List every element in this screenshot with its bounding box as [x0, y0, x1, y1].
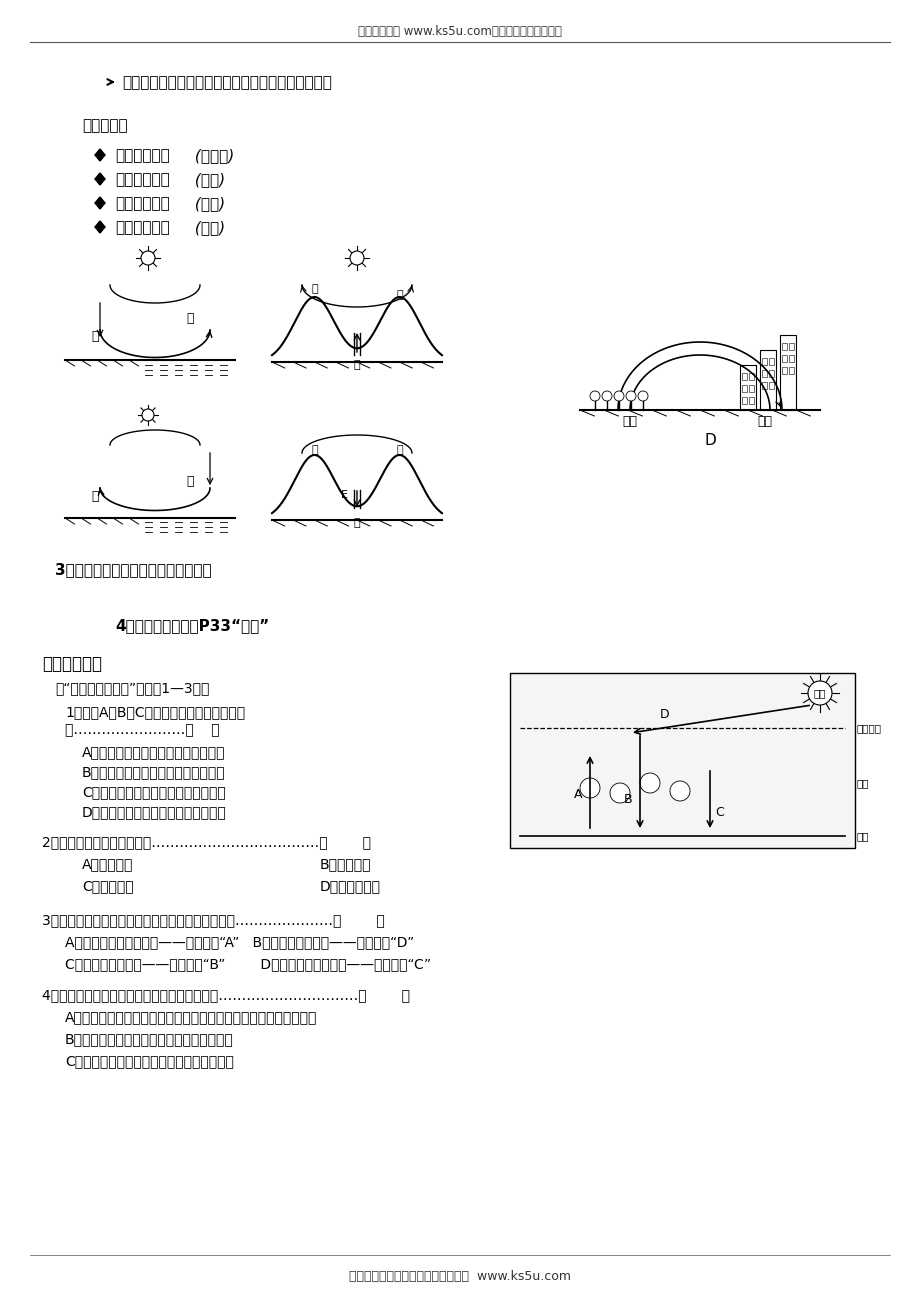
Bar	[748, 385, 754, 392]
Text: 山: 山	[311, 284, 317, 294]
Circle shape	[601, 391, 611, 401]
Text: 陆: 陆	[91, 490, 98, 503]
Text: 3、给下列各热力环流加上适当的箭头: 3、给下列各热力环流加上适当的箭头	[55, 562, 211, 577]
Text: 一知气温高低: 一知气温高低	[115, 148, 170, 163]
Bar	[759, 350, 775, 410]
Circle shape	[637, 391, 647, 401]
Bar	[781, 342, 786, 350]
Text: 海: 海	[186, 312, 194, 326]
Text: 谷: 谷	[353, 359, 360, 370]
Bar	[742, 372, 746, 380]
Text: 是……………………（    ）: 是……………………（ ）	[65, 723, 220, 737]
Circle shape	[640, 773, 659, 793]
Text: (垂直): (垂直)	[190, 197, 225, 211]
Text: 三推气压高低: 三推气压高低	[115, 197, 170, 211]
Polygon shape	[95, 197, 105, 210]
Text: D．太阳辐射、大气逆辐射、地面辐射: D．太阳辐射、大气逆辐射、地面辐射	[82, 805, 226, 819]
Text: C．同一垂直面，近地面的气总比高空气压高: C．同一垂直面，近地面的气总比高空气压高	[65, 1055, 233, 1068]
Text: C．大气的吸收作用——图中字母“B”        D．大气的逆辐射作用——图中字母“C”: C．大气的吸收作用——图中字母“B” D．大气的逆辐射作用——图中字母“C”	[65, 957, 431, 971]
Polygon shape	[95, 148, 105, 161]
Bar	[748, 397, 754, 404]
Circle shape	[669, 781, 689, 801]
Text: E: E	[340, 490, 347, 500]
Text: 四定气流流向: 四定气流流向	[115, 220, 170, 234]
Text: (垂直): (垂直)	[190, 172, 225, 187]
Circle shape	[589, 391, 599, 401]
Text: 2．大气主要的直接的热源是………………………………（        ）: 2．大气主要的直接的热源是………………………………（ ）	[42, 835, 370, 849]
Polygon shape	[95, 173, 105, 185]
Bar	[742, 397, 746, 404]
Circle shape	[625, 391, 635, 401]
Text: (水平): (水平)	[190, 220, 225, 234]
Text: 郊区: 郊区	[622, 415, 637, 428]
Text: 3．大气对地面的保温作用和图中对应的字母主要是…………………（        ）: 3．大气对地面的保温作用和图中对应的字母主要是…………………（ ）	[42, 913, 384, 927]
Bar	[781, 367, 786, 374]
Bar	[748, 372, 754, 380]
Circle shape	[609, 783, 630, 803]
Text: 山: 山	[396, 290, 403, 299]
Text: C．地面辐射、大气逆辐射、太阳辐射: C．地面辐射、大气逆辐射、太阳辐射	[82, 785, 225, 799]
Text: C．大气辐射: C．大气辐射	[82, 879, 133, 893]
Text: 太阳: 太阳	[813, 687, 825, 698]
Text: 4．下列选项有关热力环流的叙述，不正确的是…………………………（        ）: 4．下列选项有关热力环流的叙述，不正确的是…………………………（ ）	[42, 988, 410, 1003]
Bar	[742, 385, 746, 392]
Bar	[768, 370, 773, 378]
Text: B: B	[623, 793, 631, 806]
Bar	[761, 358, 766, 365]
Text: C: C	[715, 806, 723, 819]
Text: 同一等压面，气压值相等，凸起为高压，凹下为低压: 同一等压面，气压值相等，凸起为高压，凹下为低压	[122, 76, 332, 90]
Circle shape	[579, 779, 599, 798]
Circle shape	[613, 391, 623, 401]
Circle shape	[807, 681, 831, 704]
Bar	[768, 381, 773, 389]
Bar	[779, 335, 795, 410]
Text: 欢迎广大教师踊跃来稿，稿酬丰厚。  www.ks5u.com: 欢迎广大教师踊跃来稿，稿酬丰厚。 www.ks5u.com	[348, 1269, 571, 1282]
Bar	[739, 365, 755, 410]
Text: 地面: 地面	[857, 831, 868, 841]
Text: D: D	[703, 434, 715, 448]
Bar	[768, 358, 773, 365]
Text: A．大气逆辐射、地面辐射、太阳辐射: A．大气逆辐射、地面辐射、太阳辐射	[82, 745, 225, 759]
Bar	[789, 355, 793, 362]
Text: (近地面): (近地面)	[190, 148, 234, 163]
Text: 大气上界: 大气上界	[857, 723, 881, 733]
Text: B．太阳辐射: B．太阳辐射	[320, 857, 371, 871]
Polygon shape	[95, 221, 105, 233]
Text: 高考资源网（ www.ks5u.com），您身边的高考专家: 高考资源网（ www.ks5u.com），您身边的高考专家	[357, 25, 562, 38]
Text: 山: 山	[311, 445, 317, 454]
Bar	[761, 370, 766, 378]
Bar	[761, 381, 766, 389]
Bar	[781, 355, 786, 362]
Bar	[509, 673, 854, 848]
Text: 陆: 陆	[91, 329, 98, 342]
Text: 读“大气受热过程图”，回答1—3题。: 读“大气受热过程图”，回答1—3题。	[55, 681, 210, 695]
Circle shape	[141, 251, 154, 266]
Text: 海: 海	[186, 475, 194, 488]
Circle shape	[142, 409, 153, 421]
Text: B．同一垂直面，近地面气压与高空气压相反: B．同一垂直面，近地面气压与高空气压相反	[65, 1032, 233, 1046]
Text: 三、随堂巩固: 三、随堂巩固	[42, 655, 102, 673]
Text: 市区: 市区	[756, 415, 772, 428]
Text: A: A	[573, 788, 582, 801]
Text: 大气: 大气	[857, 779, 868, 788]
Text: D．大气逆辐射: D．大气逆辐射	[320, 879, 380, 893]
Text: B．太阳辐射、地面辐射、大气逆辐射: B．太阳辐射、地面辐射、大气逆辐射	[82, 766, 225, 779]
Text: A．到达地面的太阳辐射——图中字母“A”   B．大气的反射作用——图中字母“D”: A．到达地面的太阳辐射——图中字母“A” B．大气的反射作用——图中字母“D”	[65, 935, 414, 949]
Text: 二判气流升降: 二判气流升降	[115, 172, 170, 187]
Text: A．近地面热的地方，高空形成了高压，冷的地方，高空形成了高压: A．近地面热的地方，高空形成了高压，冷的地方，高空形成了高压	[65, 1010, 317, 1023]
Bar	[789, 342, 793, 350]
Text: 山: 山	[396, 445, 403, 454]
Text: 谷: 谷	[353, 518, 360, 529]
Circle shape	[349, 251, 364, 266]
Text: 4、探究：处理教材P33“活动”: 4、探究：处理教材P33“活动”	[115, 618, 269, 633]
Text: A．地面辐射: A．地面辐射	[82, 857, 133, 871]
Bar	[789, 367, 793, 374]
Text: 1．图中A、B、C三个箭头所表示的辐射依次: 1．图中A、B、C三个箭头所表示的辐射依次	[65, 704, 244, 719]
Text: D: D	[660, 708, 669, 721]
Text: 技巧点拨：: 技巧点拨：	[82, 118, 128, 133]
